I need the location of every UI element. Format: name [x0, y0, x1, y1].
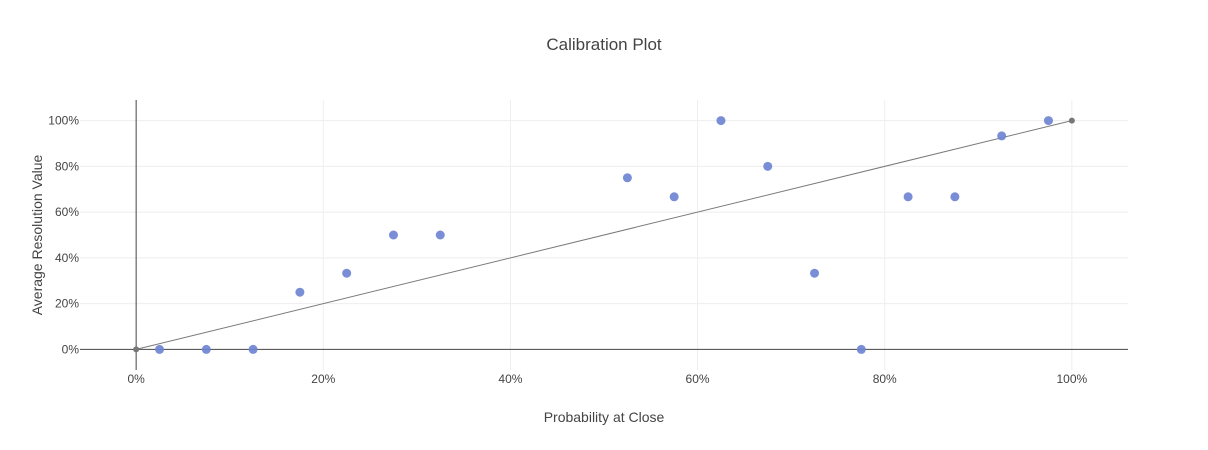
- data-point-0-0: [155, 344, 165, 354]
- data-point-0-9: [716, 116, 726, 126]
- data-point-0-15: [997, 131, 1007, 141]
- reference-line-endpoint-1: [1068, 117, 1075, 124]
- grid-layer: [80, 100, 1128, 370]
- y-tick-label-0: 0%: [62, 342, 80, 356]
- data-point-0-8: [669, 192, 679, 202]
- x-tick-label-3: 60%: [686, 372, 710, 386]
- y-tick-label-5: 100%: [48, 114, 79, 128]
- x-tick-label-1: 20%: [311, 372, 335, 386]
- x-tick-label-4: 80%: [873, 372, 897, 386]
- data-point-0-5: [388, 230, 398, 240]
- reference-diagonal-line: [136, 120, 1072, 350]
- x-tick-label-0: 0%: [127, 372, 145, 386]
- data-point-0-3: [295, 287, 305, 297]
- tick-labels-layer: 0% 20% 40% 60% 80% 100% 0% 20% 40% 60% 80% 100%: [48, 114, 1087, 386]
- x-axis-title: Probability at Close: [544, 409, 665, 425]
- x-tick-label-5: 100%: [1057, 372, 1088, 386]
- y-tick-label-1: 20%: [55, 297, 79, 311]
- y-tick-label-2: 40%: [55, 251, 79, 265]
- data-point-0-2: [248, 344, 258, 354]
- x-tick-label-2: 40%: [498, 372, 522, 386]
- data-point-0-12: [856, 344, 866, 354]
- y-axis-title: Average Resolution Value: [29, 154, 45, 315]
- data-point-0-7: [622, 173, 632, 183]
- y-tick-label-3: 60%: [55, 205, 79, 219]
- reference-line-endpoint-0: [133, 346, 140, 353]
- chart-title: Calibration Plot: [546, 35, 662, 54]
- points-layer: [155, 116, 1053, 354]
- data-point-0-11: [810, 268, 820, 278]
- reference-line-layer: [133, 117, 1075, 353]
- y-tick-label-4: 80%: [55, 159, 79, 173]
- data-point-0-13: [903, 192, 913, 202]
- data-point-0-1: [201, 344, 211, 354]
- data-point-0-10: [763, 161, 773, 171]
- data-point-0-16: [1043, 116, 1053, 126]
- data-point-0-4: [342, 268, 352, 278]
- data-point-0-6: [435, 230, 445, 240]
- data-point-0-14: [950, 192, 960, 202]
